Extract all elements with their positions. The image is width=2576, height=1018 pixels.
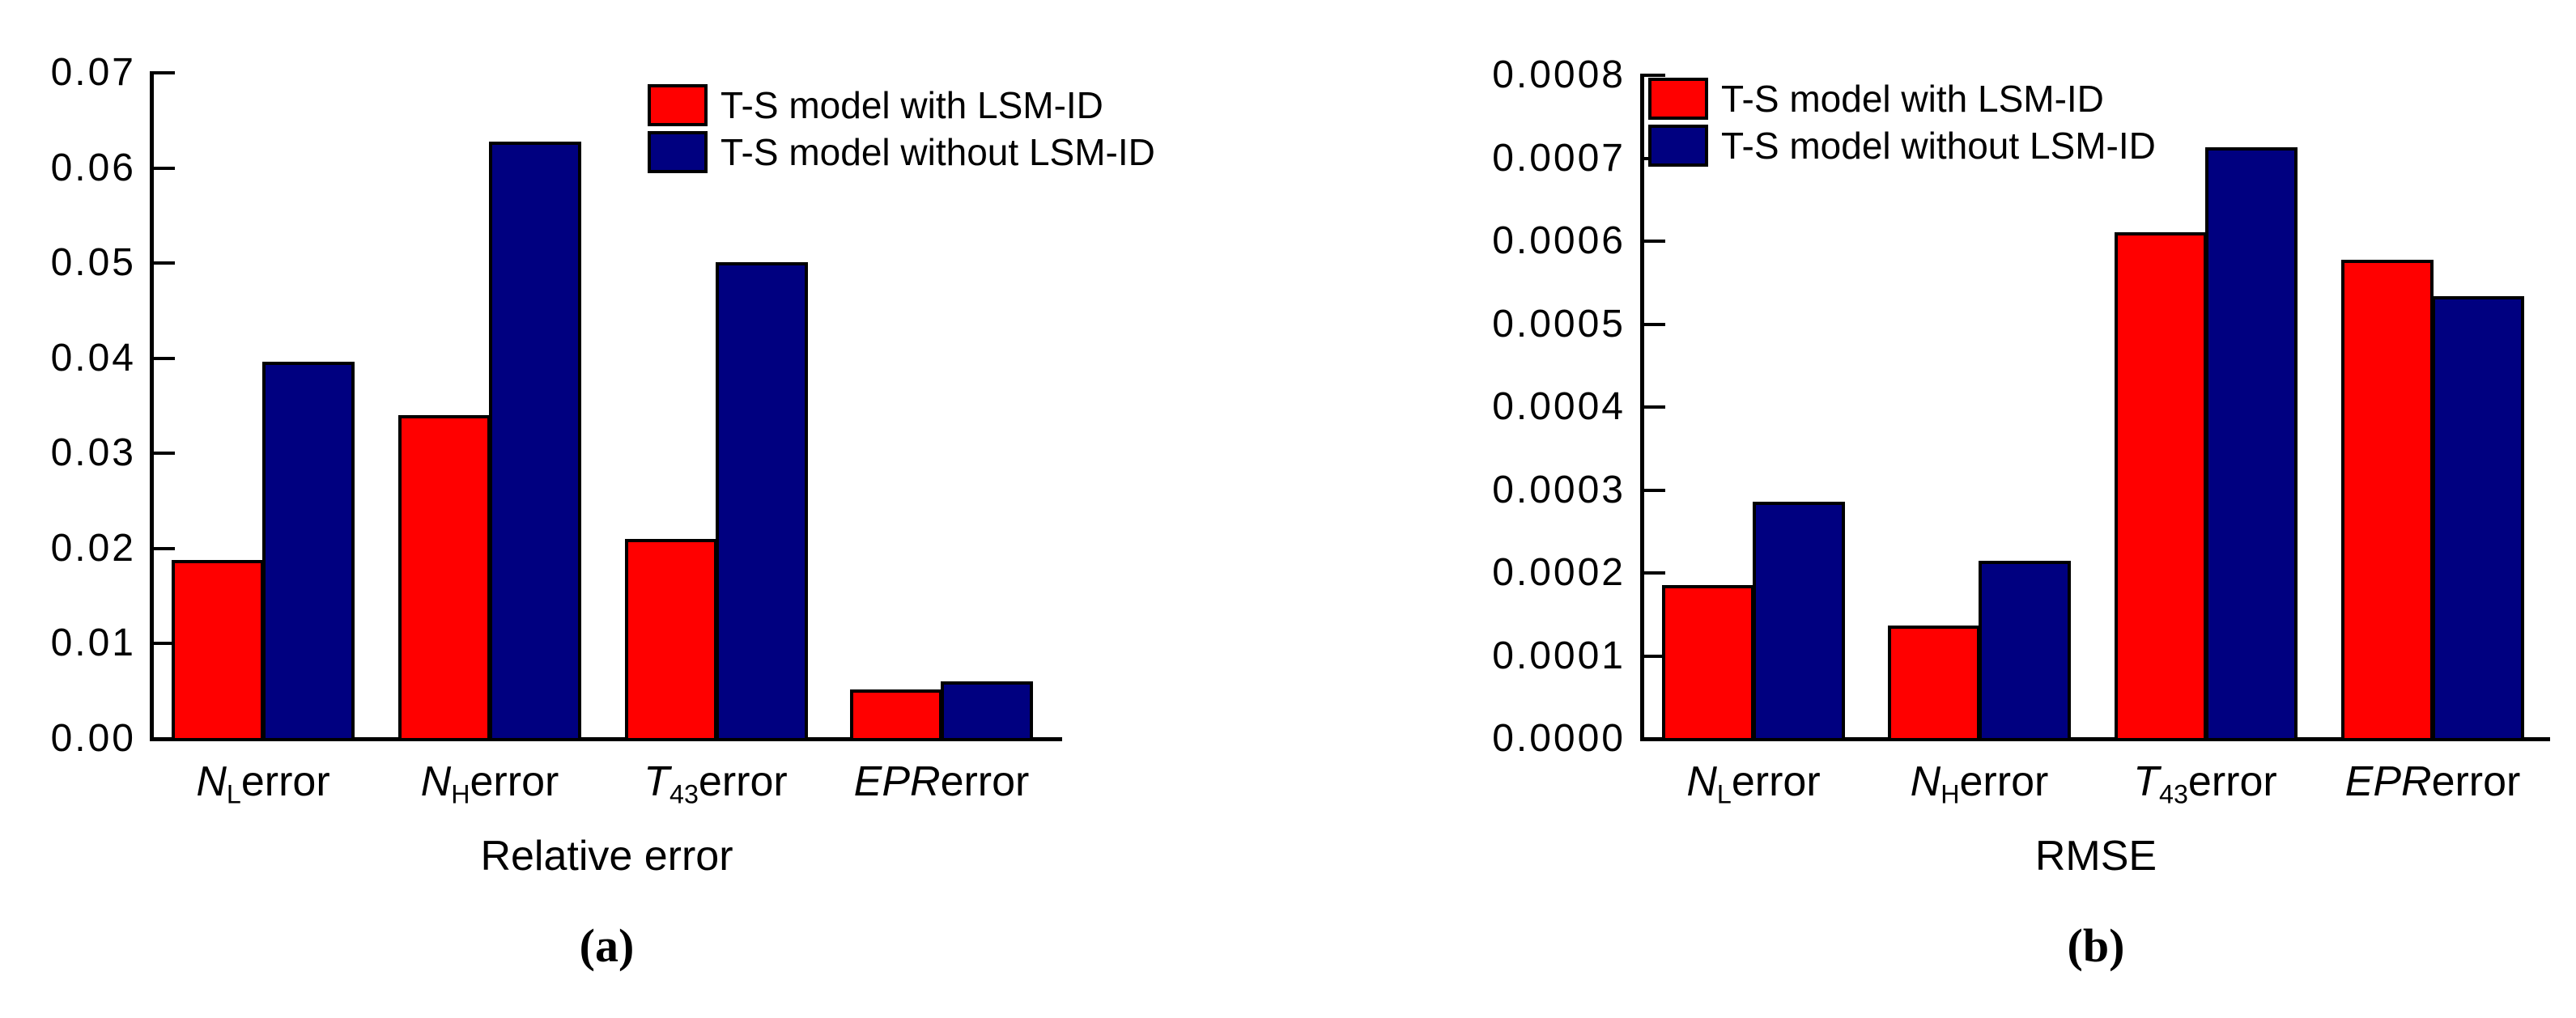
y-tick-label: 0.04 xyxy=(50,336,136,380)
y-tick-label: 0.0000 xyxy=(1492,717,1626,760)
bar-without-lsm-id xyxy=(489,141,581,741)
y-tick xyxy=(154,166,175,170)
y-tick xyxy=(1644,405,1665,409)
x-category-label: T43error xyxy=(644,758,788,809)
legend-swatch-with-icon xyxy=(648,84,708,126)
x-category-label: T43error xyxy=(2133,758,2277,809)
y-tick-label: 0.0007 xyxy=(1492,136,1626,180)
legend-swatch-without-icon xyxy=(1648,125,1708,167)
y-axis-line xyxy=(1640,74,1644,741)
caption-a: (a) xyxy=(579,919,635,972)
y-tick-label: 0.0003 xyxy=(1492,468,1626,511)
legend-item-without: T-S model without LSM-ID xyxy=(1648,125,2156,167)
y-tick-label: 0.0004 xyxy=(1492,385,1626,428)
y-tick-label: 0.0005 xyxy=(1492,302,1626,346)
y-tick-label: 0.03 xyxy=(50,431,136,475)
legend-label-without: T-S model without LSM-ID xyxy=(1721,125,2156,167)
y-tick xyxy=(1644,322,1665,326)
legend-swatch-with-icon xyxy=(1648,78,1708,120)
y-tick xyxy=(1644,571,1665,575)
legend: T-S model with LSM-ID T-S model without … xyxy=(648,84,1155,178)
caption-b: (b) xyxy=(2067,919,2125,972)
y-tick xyxy=(154,452,175,456)
bar-without-lsm-id xyxy=(716,261,808,741)
bar-without-lsm-id xyxy=(262,362,355,741)
bar-without-lsm-id xyxy=(2432,295,2524,741)
axis-title-rmse: RMSE xyxy=(2034,833,2157,880)
x-category-label: EPRerror xyxy=(853,758,1030,805)
legend: T-S model with LSM-ID T-S model without … xyxy=(1648,78,2156,172)
y-tick xyxy=(154,71,175,74)
x-category-label: NLerror xyxy=(196,758,330,809)
x-axis-line xyxy=(150,737,1062,741)
legend-swatch-without-icon xyxy=(648,131,708,173)
y-tick xyxy=(1644,654,1665,658)
legend-label-with: T-S model with LSM-ID xyxy=(721,84,1103,126)
y-tick-label: 0.02 xyxy=(50,526,136,570)
axis-title-relative-error: Relative error xyxy=(480,833,733,880)
y-tick-label: 0.01 xyxy=(50,621,136,665)
y-tick xyxy=(154,546,175,550)
x-category-label: NLerror xyxy=(1686,758,1821,809)
bar-without-lsm-id xyxy=(2205,147,2298,741)
legend-label-without: T-S model without LSM-ID xyxy=(721,131,1155,173)
bar-with-lsm-id xyxy=(1662,585,1754,741)
y-tick xyxy=(1644,74,1665,77)
bar-with-lsm-id xyxy=(2115,231,2207,741)
y-tick-label: 0.0001 xyxy=(1492,634,1626,677)
bar-with-lsm-id xyxy=(2341,259,2434,741)
y-tick-label: 0.0006 xyxy=(1492,219,1626,262)
legend-item-without: T-S model without LSM-ID xyxy=(648,131,1155,173)
bar-with-lsm-id xyxy=(850,689,942,741)
legend-label-with: T-S model with LSM-ID xyxy=(1721,78,2104,120)
y-tick-label: 0.06 xyxy=(50,146,136,189)
legend-item-with: T-S model with LSM-ID xyxy=(648,84,1155,126)
bar-with-lsm-id xyxy=(1888,625,1980,741)
legend-item-with: T-S model with LSM-ID xyxy=(1648,78,2156,120)
x-axis-line xyxy=(1640,737,2550,741)
y-tick-label: 0.05 xyxy=(50,241,136,285)
y-tick-label: 0.00 xyxy=(50,717,136,760)
x-category-label: NHerror xyxy=(420,758,559,809)
y-tick-label: 0.0008 xyxy=(1492,53,1626,96)
x-category-label: NHerror xyxy=(1910,758,2049,809)
bar-without-lsm-id xyxy=(941,681,1033,741)
bar-without-lsm-id xyxy=(1753,501,1845,741)
y-tick-label: 0.0002 xyxy=(1492,551,1626,594)
y-tick xyxy=(1644,240,1665,243)
y-axis-line xyxy=(150,71,154,741)
y-tick xyxy=(154,356,175,360)
x-category-label: EPRerror xyxy=(2344,758,2521,805)
y-tick xyxy=(1644,488,1665,492)
y-tick-label: 0.07 xyxy=(50,51,136,94)
y-tick xyxy=(154,642,175,646)
y-tick xyxy=(154,261,175,265)
bar-without-lsm-id xyxy=(1979,560,2071,741)
